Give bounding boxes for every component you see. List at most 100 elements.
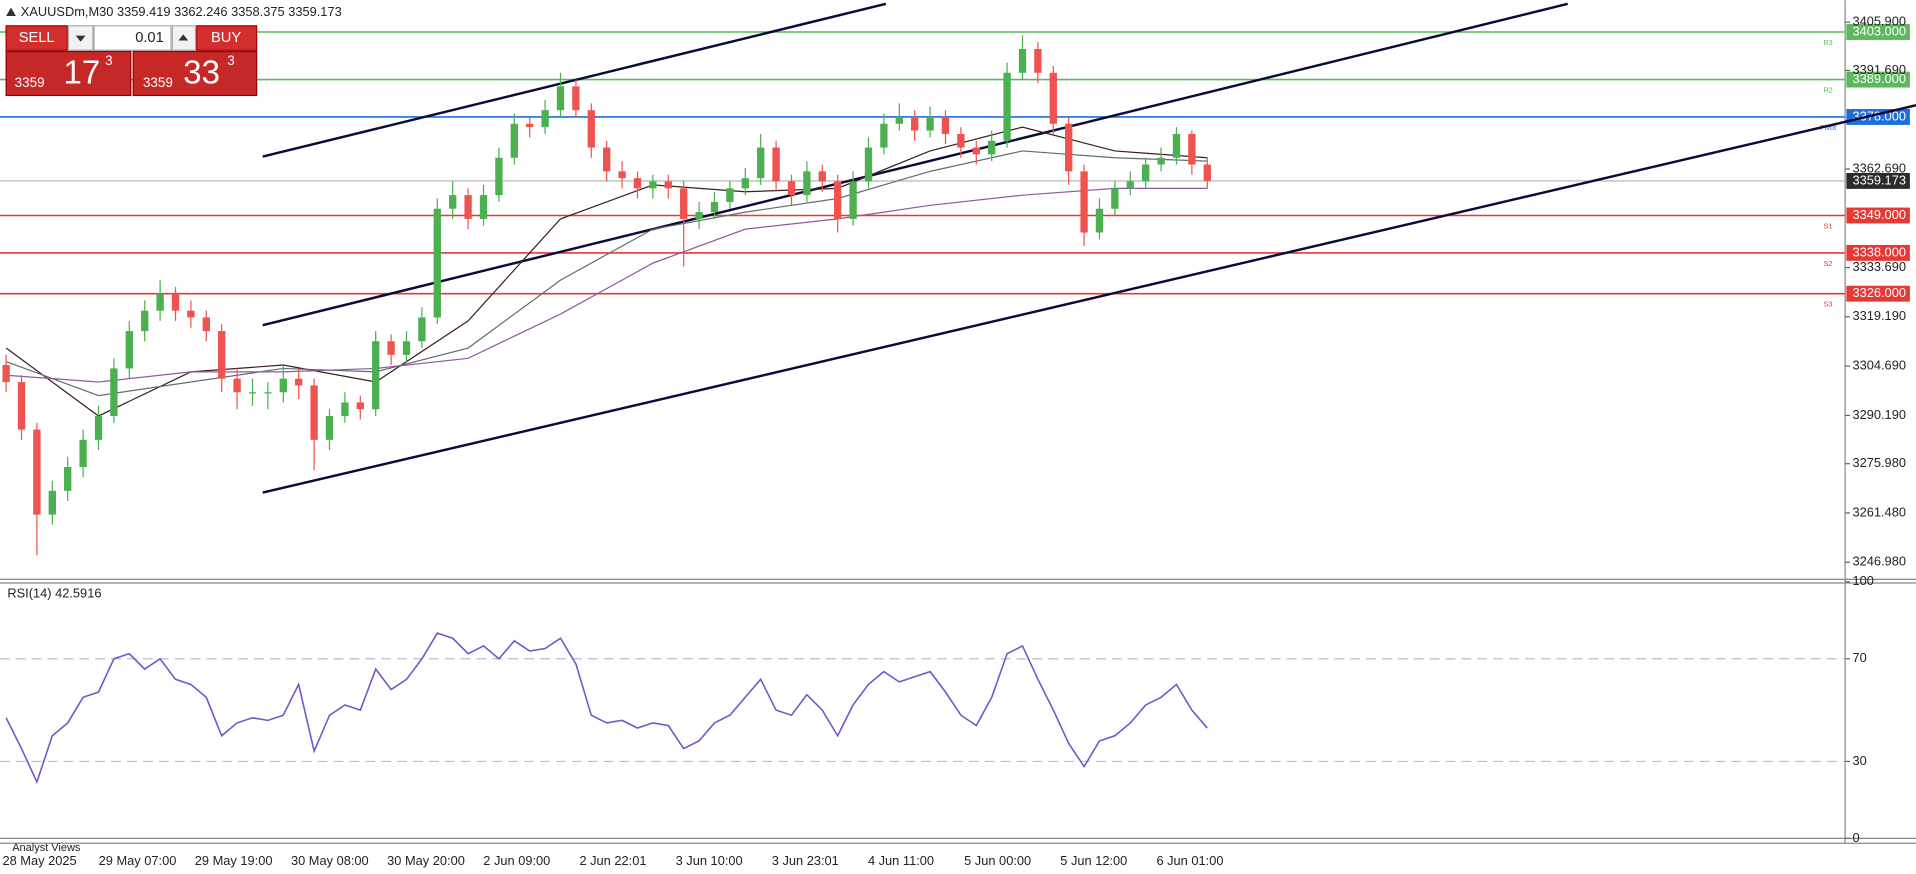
candle-body	[48, 490, 56, 515]
candle-body	[17, 382, 26, 430]
candle-body	[248, 392, 257, 394]
level-tag	[1846, 24, 1910, 40]
moving-average	[6, 187, 1208, 383]
rsi-tick-label: 0	[1852, 830, 1859, 845]
y-tick-label: 3246.980	[1852, 554, 1906, 569]
x-tick-label: 29 May 19:00	[195, 853, 273, 868]
x-tick-label: 5 Jun 00:00	[964, 853, 1031, 868]
candle-body	[1172, 133, 1181, 158]
candle-body	[818, 171, 826, 182]
candle-body	[1111, 188, 1119, 209]
trade-panel: XAUUSDm,M30 3359.419 3362.246 3358.375 3…	[5, 4, 342, 97]
level-tag	[1846, 109, 1910, 125]
sell-button[interactable]	[5, 25, 68, 51]
candle-body	[864, 147, 873, 182]
trend-line[interactable]	[262, 2, 1569, 327]
current-price-tag	[1846, 173, 1910, 189]
sell-price-pips: 17	[64, 53, 101, 90]
x-tick-label: 4 Jun 11:00	[868, 853, 934, 868]
buy-button[interactable]	[196, 25, 258, 51]
candle-body	[64, 467, 72, 491]
lot-input[interactable]	[93, 25, 172, 51]
candle-body	[895, 116, 903, 124]
y-tick-label: 3290.190	[1852, 407, 1906, 422]
candle-body	[680, 188, 688, 219]
trend-lines	[262, 2, 1916, 494]
candle-body	[664, 181, 672, 189]
candle-body	[1065, 123, 1073, 172]
candle-body	[787, 181, 796, 196]
trend-line[interactable]	[262, 2, 887, 158]
candle-body	[1080, 171, 1088, 233]
candle-body	[1049, 72, 1057, 124]
level-label: 3389.000	[1852, 71, 1906, 86]
buy-label[interactable]: BUY	[211, 30, 241, 46]
candle-body	[402, 341, 411, 355]
candle-body	[1003, 72, 1011, 141]
candle-body	[464, 195, 472, 219]
candle-body	[295, 378, 303, 386]
trend-line[interactable]	[262, 104, 1916, 494]
candle-body	[834, 181, 842, 219]
candle-body	[741, 178, 749, 189]
moving-average	[5, 150, 1208, 397]
candle-body	[495, 157, 503, 196]
rsi-tick-label: 100	[1852, 573, 1873, 588]
candle-body	[356, 402, 364, 410]
y-tick-label: 3304.690	[1852, 357, 1906, 372]
y-tick-label: 3319.190	[1852, 308, 1906, 323]
sell-label[interactable]: SELL	[19, 30, 55, 46]
collapse-icon[interactable]	[6, 7, 16, 17]
current-price-label: 3359.173	[1852, 172, 1906, 187]
candle-body	[125, 331, 133, 369]
level-label: 3326.000	[1852, 285, 1906, 300]
x-tick-label: 28 May 2025	[2, 853, 76, 868]
candle-body	[1203, 164, 1211, 181]
level-name: S1	[1824, 221, 1833, 230]
candle-body	[988, 140, 996, 155]
candle-body	[757, 147, 765, 179]
candle-body	[941, 116, 950, 134]
footer-tab[interactable]: Analyst Views	[12, 842, 81, 854]
candle-body	[710, 201, 719, 213]
candle-body	[141, 310, 149, 332]
candle-body	[849, 181, 857, 219]
candle-body	[510, 123, 518, 158]
candle-body	[695, 212, 703, 219]
x-tick-label: 2 Jun 22:01	[579, 853, 646, 868]
buy-price-box[interactable]	[132, 50, 258, 97]
level-name: R2	[1823, 86, 1832, 95]
sell-price-point: 3	[105, 53, 112, 68]
sell-price-box[interactable]	[5, 50, 132, 97]
y-tick-label: 3261.480	[1852, 504, 1906, 519]
candle-body	[156, 293, 164, 311]
candle-body	[603, 147, 611, 172]
buy-price-pips: 33	[183, 53, 220, 90]
candle-body	[387, 341, 395, 355]
candle-body	[171, 293, 180, 311]
candle-body	[264, 392, 272, 394]
candle-body	[957, 133, 965, 148]
lot-value[interactable]: 0.01	[135, 30, 164, 46]
candle-body	[202, 317, 210, 332]
candle-body	[433, 208, 441, 318]
up-arrow	[178, 34, 189, 41]
rsi-tick-label: 70	[1852, 650, 1866, 665]
candles	[2, 35, 1211, 556]
candle-body	[926, 116, 934, 131]
y-tick-label: 3391.690	[1852, 62, 1906, 77]
candle-body	[1157, 157, 1165, 165]
level-name: Pivot	[1820, 123, 1836, 132]
candle-body	[2, 365, 10, 383]
x-tick-label: 3 Jun 10:00	[676, 853, 743, 868]
candle-body	[33, 429, 41, 515]
candle-body	[1142, 164, 1150, 182]
candle-body	[1188, 133, 1196, 165]
candle-body	[310, 385, 318, 440]
candle-body	[633, 178, 642, 189]
rsi-tick-label: 30	[1852, 753, 1866, 768]
candle-body	[911, 116, 919, 131]
